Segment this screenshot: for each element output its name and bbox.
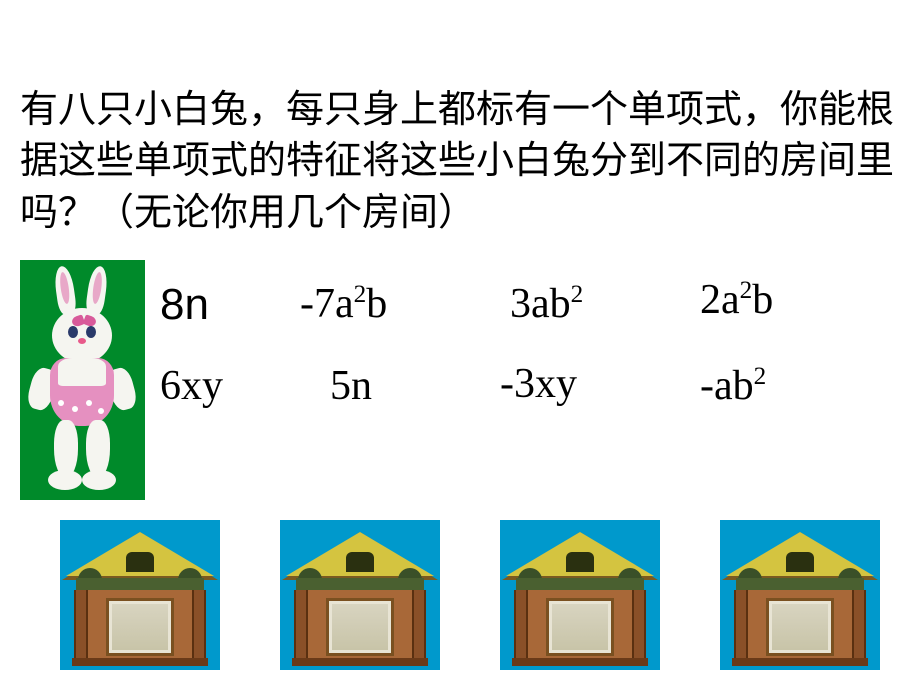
house-3 [500, 520, 660, 670]
monomial-term-0: 8n [160, 280, 209, 330]
question-text: 有八只小白兔，每只身上都标有一个单项式，你能根据这些单项式的特征将这些小白兔分到… [20, 85, 900, 239]
rabbit-bg [20, 260, 145, 500]
monomial-term-5: 5n [330, 362, 372, 410]
rabbit-face [64, 322, 100, 350]
rabbit-illustration [20, 260, 145, 500]
rabbit-foot-left [48, 470, 82, 490]
rabbit-dress-dots [54, 398, 110, 422]
rabbit-ear-right [85, 265, 110, 315]
monomial-term-1: -7a2b [300, 280, 387, 328]
rabbit-torso [58, 358, 106, 386]
house-row [60, 520, 880, 680]
rabbit-ear-left [53, 265, 78, 315]
rabbit-foot-right [82, 470, 116, 490]
house-4 [720, 520, 880, 670]
house-2 [280, 520, 440, 670]
house-1 [60, 520, 220, 670]
monomial-term-6: -3xy [500, 360, 577, 408]
monomial-term-7: -ab2 [700, 362, 766, 410]
monomial-term-2: 3ab2 [510, 280, 583, 328]
monomial-term-4: 6xy [160, 362, 223, 410]
monomial-term-3: 2a2b [700, 276, 773, 324]
